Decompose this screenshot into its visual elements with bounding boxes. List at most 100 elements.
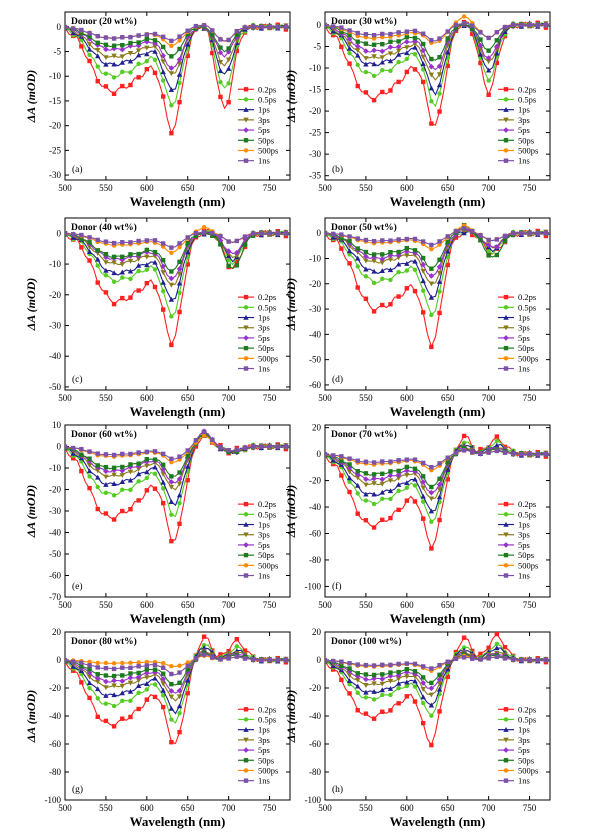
data-point [79, 31, 84, 36]
data-point [325, 451, 328, 457]
data-point [128, 462, 133, 467]
data-point [485, 59, 492, 65]
panel-letter: (c) [72, 374, 83, 385]
data-point [283, 231, 289, 236]
data-point [494, 448, 500, 454]
data-point [494, 438, 500, 444]
data-point [436, 681, 443, 687]
data-point [217, 59, 224, 65]
legend-label: 5ps [258, 540, 270, 550]
legend-marker [243, 158, 249, 163]
data-point [226, 239, 231, 244]
data-point [355, 39, 360, 44]
data-point [445, 248, 451, 254]
y-tick-label: -80 [309, 767, 321, 777]
data-point [420, 694, 426, 700]
data-point [136, 33, 141, 38]
data-point [412, 457, 418, 462]
data-point [144, 667, 150, 672]
data-point [380, 709, 385, 714]
chart-panel-1: 500 550 600 650 700 750 0 -5 -10 -15 -20 -25 -30 Wave… [24, 11, 291, 209]
y-tick-label: -10 [309, 63, 321, 73]
series-1ns [325, 21, 550, 43]
panel-title: Donor (40 wt%) [71, 222, 137, 233]
data-point [86, 42, 93, 48]
data-point [128, 714, 133, 720]
legend-entry-500ps: 500ps [498, 145, 538, 155]
x-tick-label: 750 [263, 183, 277, 193]
data-point [217, 68, 224, 74]
data-point [339, 659, 344, 664]
data-point [445, 63, 450, 69]
legend-entry-500ps: 500ps [498, 560, 538, 570]
data-point [420, 255, 426, 261]
data-point [86, 249, 93, 255]
data-point [347, 661, 352, 666]
data-point [445, 262, 450, 268]
data-point [79, 44, 84, 49]
data-point [347, 489, 352, 495]
data-point [144, 267, 150, 272]
data-point [363, 249, 369, 255]
x-tick-label: 700 [222, 183, 236, 193]
plot-frame [324, 424, 551, 598]
legend-entry-0.2ps: 0.2ps [498, 292, 536, 302]
x-tick-label: 750 [523, 600, 537, 610]
y-tick-label: 0 [57, 442, 62, 452]
data-point [330, 24, 336, 29]
legend-label: 0.2ps [258, 292, 276, 302]
data-point [135, 52, 142, 58]
data-point [79, 664, 84, 669]
data-point [218, 79, 223, 85]
data-point [502, 644, 508, 650]
legend-entry-0.2ps: 0.2ps [498, 704, 536, 714]
plot-frame [64, 11, 291, 181]
data-point [127, 688, 134, 694]
data-point [355, 458, 360, 463]
data-point [347, 666, 352, 671]
data-point [152, 464, 158, 470]
data-point [485, 55, 492, 61]
data-point [177, 501, 182, 506]
data-point [420, 493, 426, 499]
data-point [486, 237, 491, 243]
data-point [420, 268, 426, 274]
panel-title: Donor (20 wt%) [71, 16, 137, 27]
data-point [396, 468, 401, 474]
data-point [486, 78, 491, 83]
data-point [363, 518, 369, 523]
series-5ps [65, 648, 290, 694]
data-point [453, 450, 459, 455]
data-point [395, 472, 402, 478]
data-point [169, 314, 174, 319]
data-point [218, 233, 223, 239]
data-point [371, 238, 377, 244]
data-point [87, 449, 92, 454]
data-point [111, 472, 117, 478]
x-tick-label: 750 [263, 803, 277, 813]
data-point [436, 676, 443, 683]
legend-marker [243, 521, 249, 527]
data-point [70, 445, 76, 451]
data-point [470, 656, 475, 661]
data-point [404, 485, 410, 491]
data-point [168, 275, 175, 282]
legend-marker [243, 314, 249, 320]
data-point [242, 234, 248, 239]
data-point [144, 45, 150, 51]
data-point [210, 28, 215, 33]
legend-label: 1ns [518, 776, 530, 786]
data-point [176, 61, 183, 67]
legend-label: 50ps [518, 135, 534, 145]
x-tick-label: 700 [482, 183, 496, 193]
data-point [103, 511, 109, 516]
data-point [259, 444, 264, 449]
data-point [120, 660, 125, 666]
y-tick-label: -35 [309, 171, 321, 181]
data-point [152, 70, 158, 76]
data-point [160, 479, 166, 485]
x-tick-label: 650 [181, 393, 195, 403]
data-point [119, 257, 126, 263]
data-point [502, 450, 508, 455]
